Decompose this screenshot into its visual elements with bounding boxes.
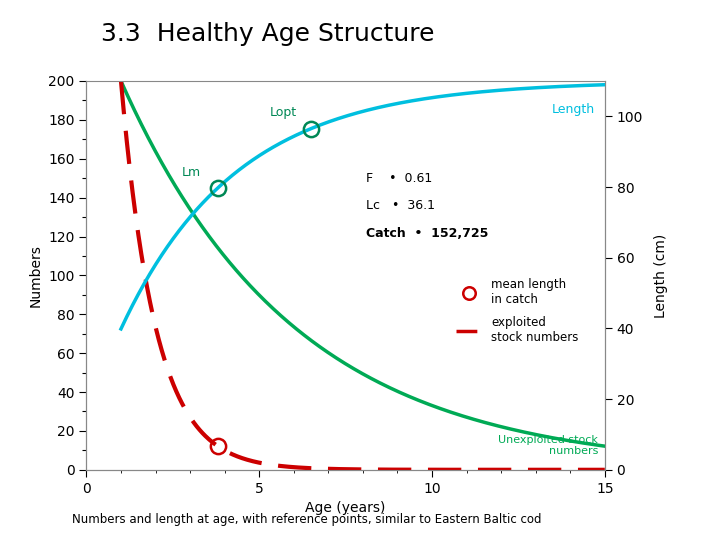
X-axis label: Age (years): Age (years) — [305, 501, 386, 515]
Y-axis label: Length (cm): Length (cm) — [654, 233, 668, 318]
Text: Lc   •  36.1: Lc • 36.1 — [366, 199, 436, 212]
Legend: mean length
in catch, exploited
stock numbers: mean length in catch, exploited stock nu… — [451, 274, 583, 348]
Text: Lm: Lm — [181, 166, 201, 179]
Text: Unexploited stock
numbers: Unexploited stock numbers — [498, 435, 598, 456]
Y-axis label: Numbers: Numbers — [29, 244, 42, 307]
Text: 3.3  Healthy Age Structure: 3.3 Healthy Age Structure — [101, 22, 434, 45]
Text: Lopt: Lopt — [269, 106, 297, 119]
Text: Length: Length — [552, 103, 595, 116]
Text: Numbers and length at age, with reference points, similar to Eastern Baltic cod: Numbers and length at age, with referenc… — [72, 514, 541, 526]
Text: F    •  0.61: F • 0.61 — [366, 172, 433, 185]
Text: Catch  •  152,725: Catch • 152,725 — [366, 226, 489, 240]
